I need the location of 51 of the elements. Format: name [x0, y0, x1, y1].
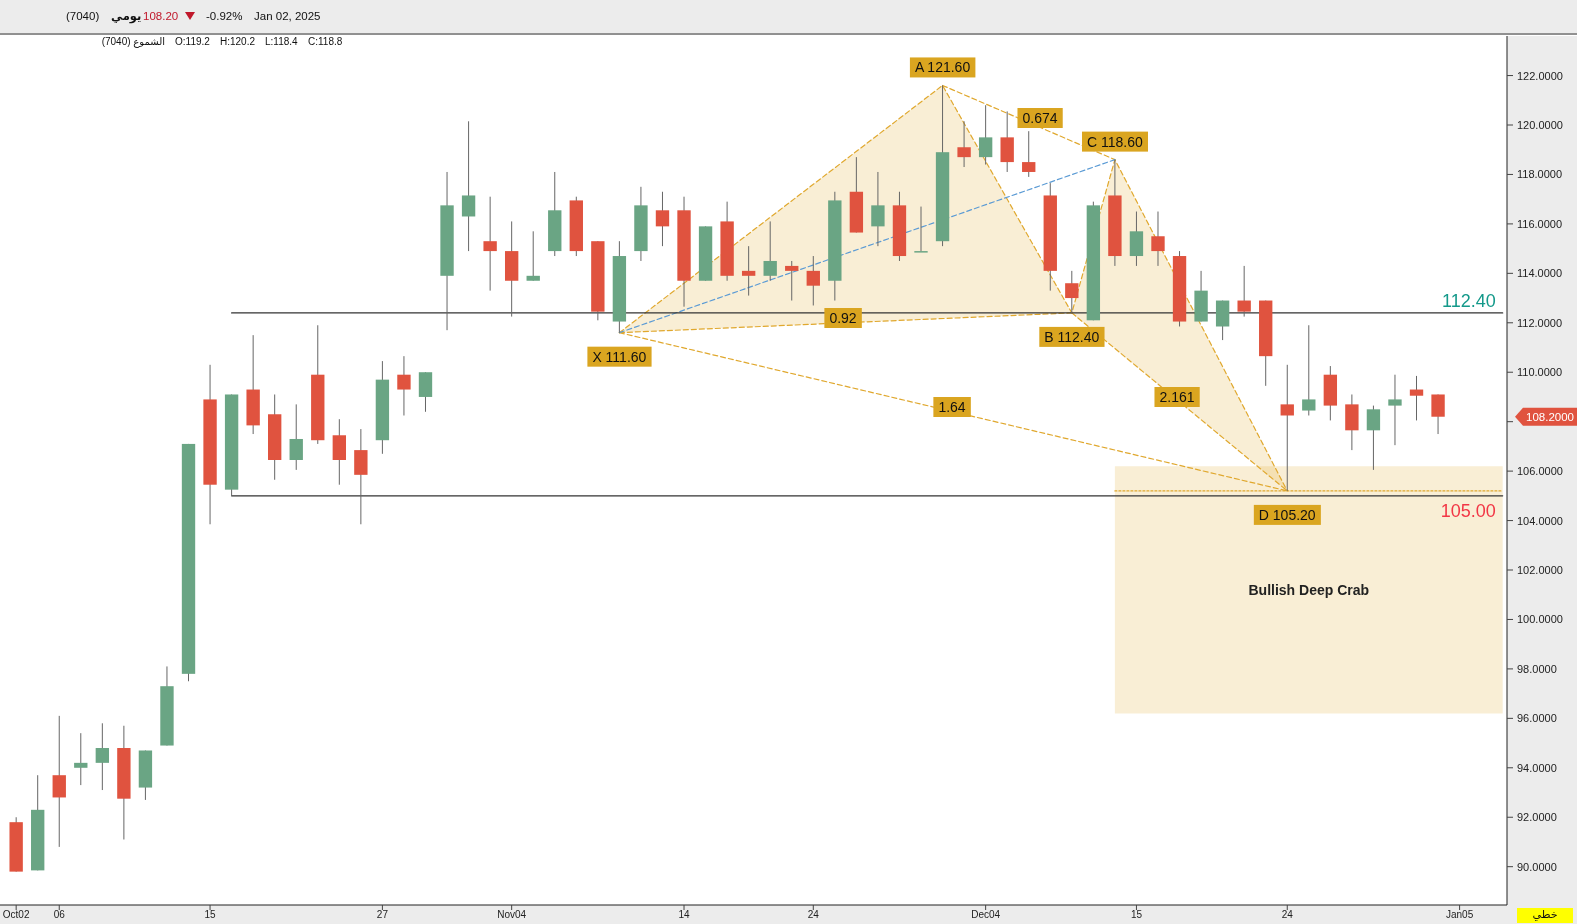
- annotation: H:120.2: [220, 36, 256, 47]
- y-tick-label: 92.0000: [1517, 811, 1557, 824]
- data-label: C 118.60: [1087, 133, 1143, 150]
- annotation: 1.64: [938, 399, 966, 415]
- x-tick-label: 14: [678, 909, 691, 920]
- annotation: C:118.8: [308, 36, 343, 47]
- y-tick-label: 94.0000: [1517, 761, 1557, 774]
- y-tick-label: 120.0000: [1517, 119, 1563, 131]
- x-tick-label: Jan05: [1445, 909, 1474, 920]
- chart-title: (7040): [66, 10, 100, 22]
- text: 108.2000: [1526, 410, 1574, 423]
- y-tick-label: 106.0000: [1517, 465, 1563, 478]
- y-tick-label: 98.0000: [1517, 662, 1557, 675]
- text: خطي: [1532, 908, 1558, 921]
- x-tick-label: Nov04: [497, 909, 527, 920]
- y-tick-label: 122.0000: [1517, 69, 1563, 82]
- data-label: D 105.20: [1258, 506, 1316, 523]
- y-tick-label: 112.0000: [1517, 316, 1563, 329]
- data-label: 105.00: [1440, 500, 1496, 521]
- y-tick-label: 90.0000: [1517, 860, 1557, 873]
- annotation: الشموع (7040): [101, 36, 165, 48]
- y-tick-label: 102.0000: [1517, 564, 1563, 577]
- chart-subtitle: يومي: [111, 10, 142, 24]
- x-tick-label: 06: [53, 909, 66, 920]
- data-label: A 121.60: [914, 59, 971, 76]
- y-tick-label: 100.0000: [1517, 613, 1563, 626]
- text: -0.92%: [206, 10, 243, 22]
- y-tick-label: 96.0000: [1517, 712, 1557, 725]
- x-tick-label: 24: [807, 909, 820, 920]
- x-tick-label: 24: [1281, 909, 1294, 920]
- y-tick-label: 114.0000: [1517, 267, 1563, 280]
- annotation: 0.92: [829, 310, 857, 326]
- text: Bullish Deep Crab: [1248, 581, 1370, 598]
- annotation: O:119.2: [175, 36, 211, 47]
- y-tick-label: 118.0000: [1517, 168, 1563, 181]
- x-tick-label: 15: [204, 909, 217, 920]
- text: 108.20: [143, 10, 179, 22]
- y-tick-label: 110.0000: [1517, 366, 1563, 379]
- x-tick-label: Dec04: [971, 909, 1001, 920]
- x-tick-label: 27: [376, 909, 389, 920]
- text: Jan 02, 2025: [254, 10, 321, 22]
- y-tick-label: 116.0000: [1517, 217, 1563, 230]
- annotation: 2.161: [1159, 389, 1195, 405]
- data-label: B 112.40: [1044, 328, 1100, 345]
- annotation: L:118.4: [265, 36, 299, 47]
- data-label: 112.40: [1441, 290, 1496, 311]
- x-tick-label: Oct02: [2, 909, 30, 920]
- annotation: 0.674: [1022, 110, 1058, 126]
- data-label: X 111.60: [592, 348, 647, 365]
- y-tick-label: 104.0000: [1517, 514, 1563, 527]
- x-tick-label: 15: [1130, 909, 1143, 920]
